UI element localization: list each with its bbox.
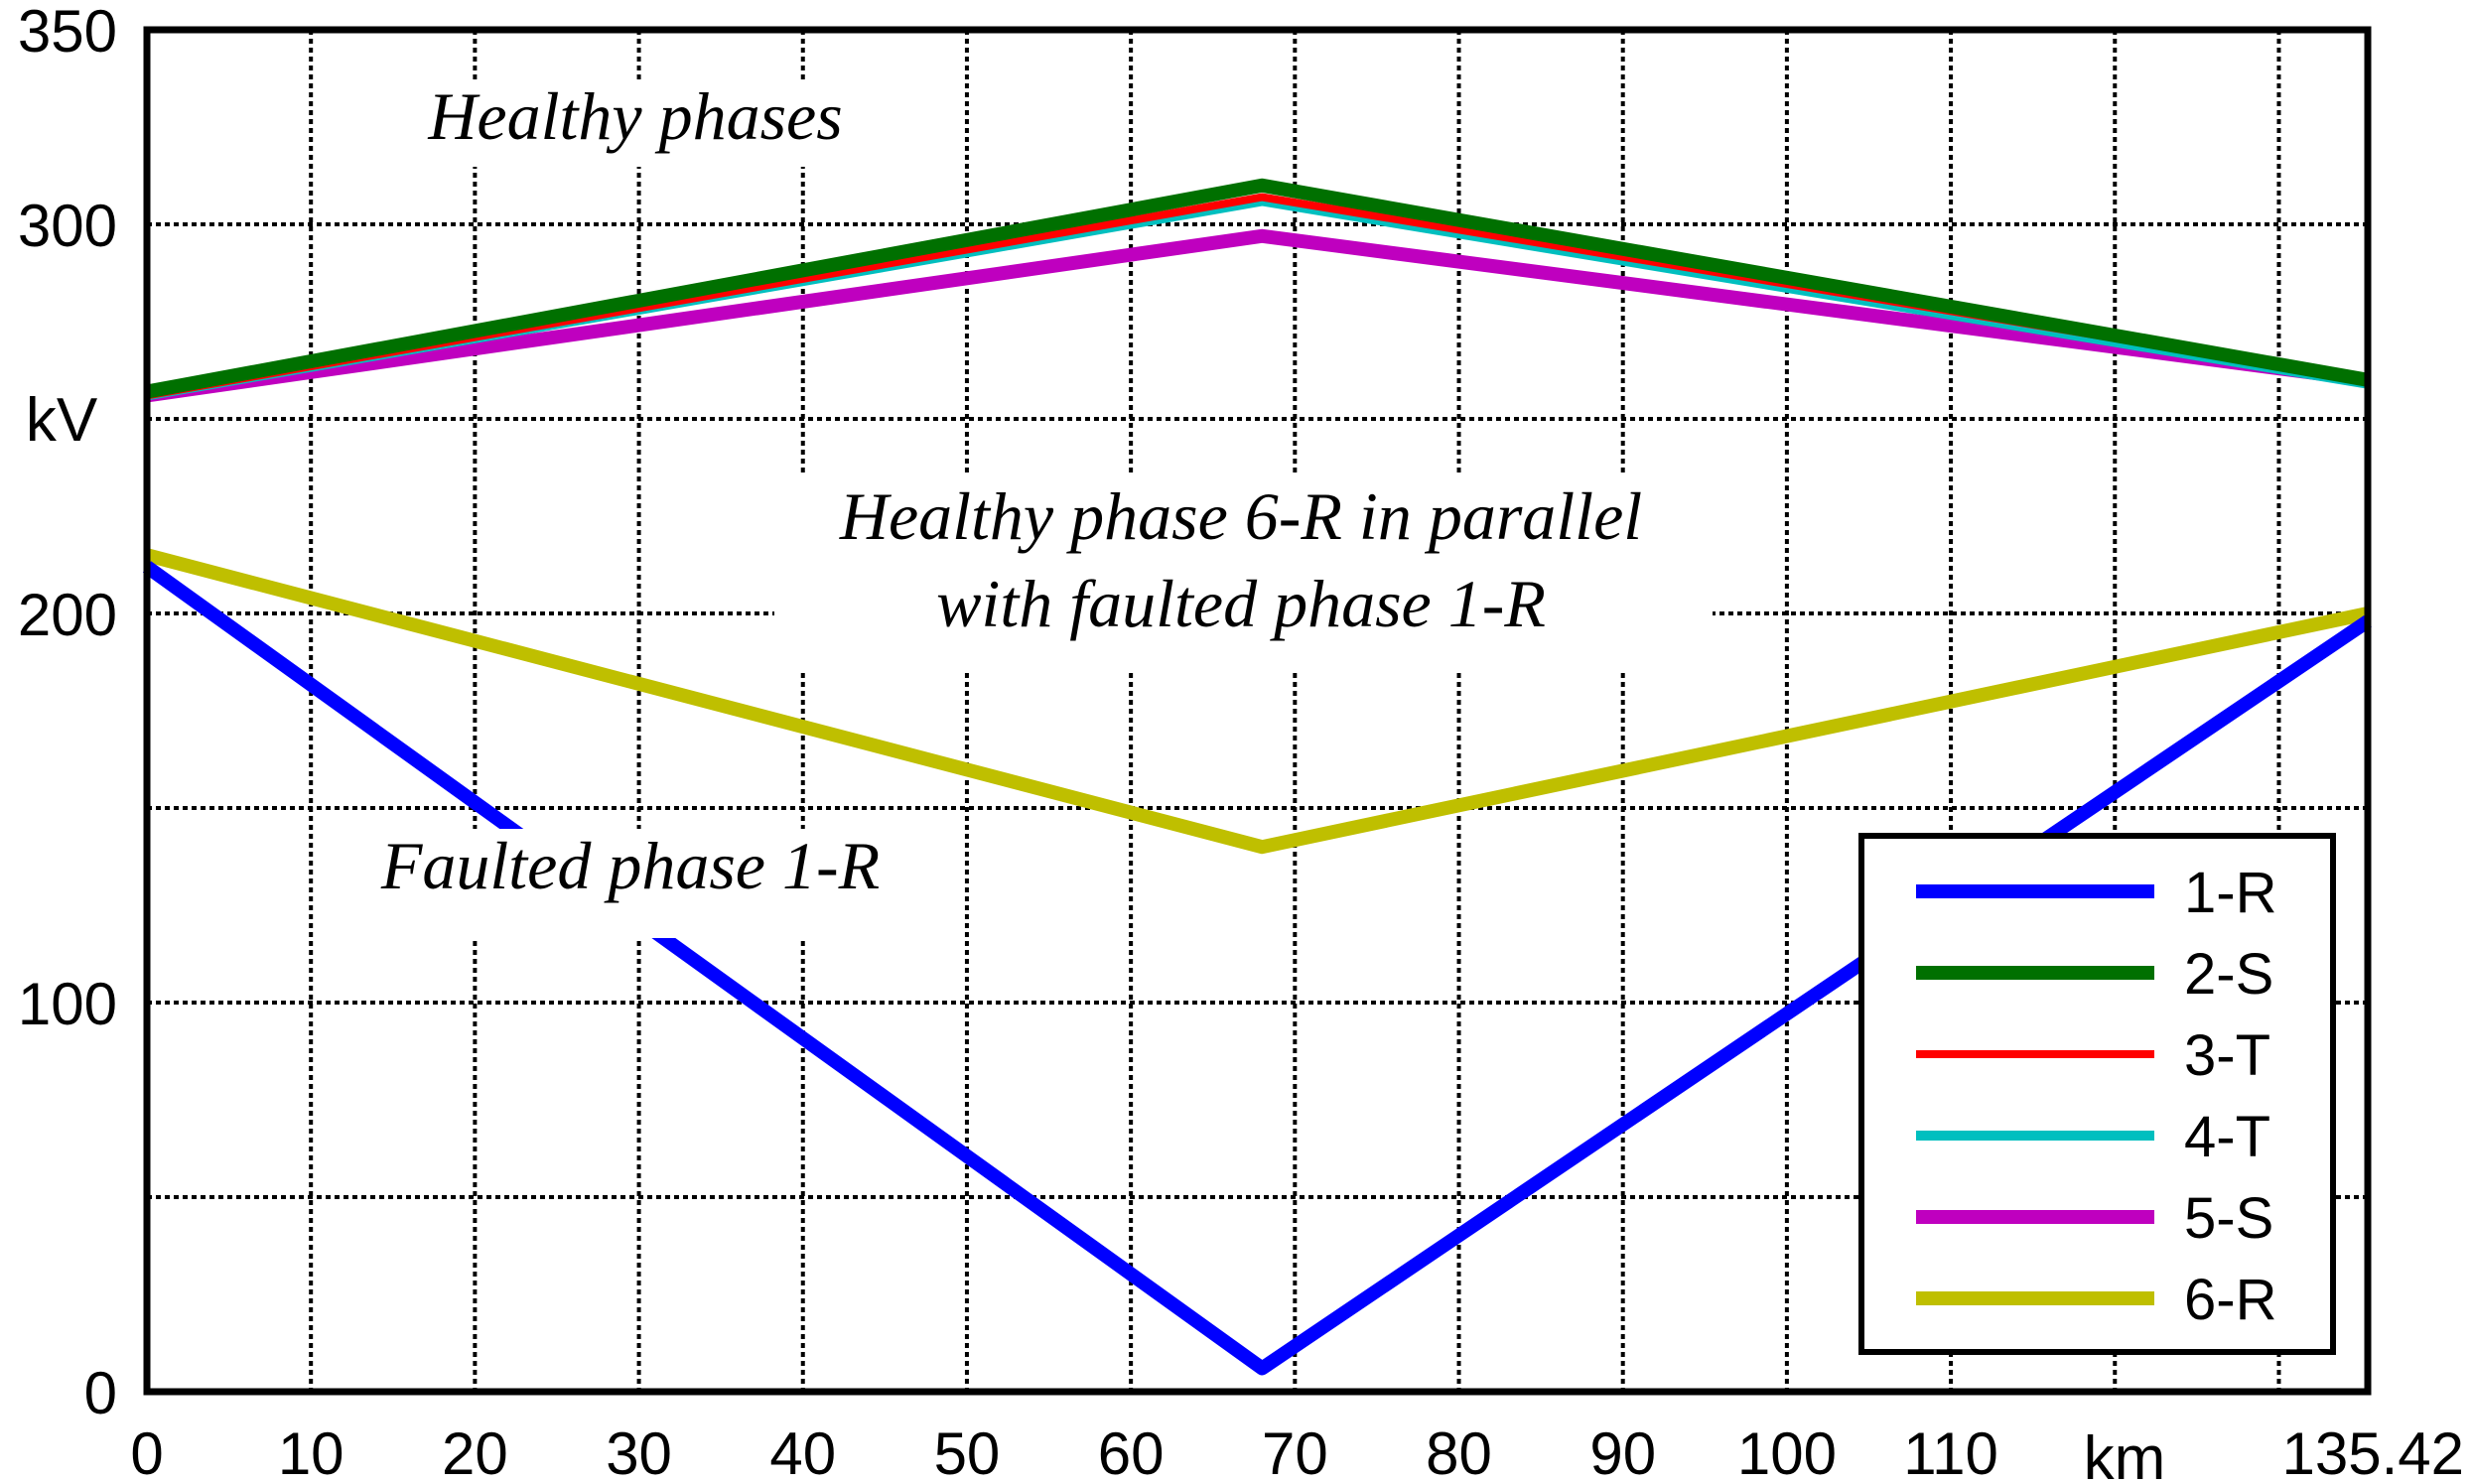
annotation-text: Faulted phase 1-R [380,828,880,903]
x-tick-label: 60 [1098,1420,1165,1484]
x-tick-label: 135.42 [2281,1420,2464,1484]
x-tick-label: 80 [1426,1420,1492,1484]
legend-label-4-T: 4-T [2184,1105,2270,1169]
legend-label-2-S: 2-S [2184,942,2273,1007]
legend-label-5-S: 5-S [2184,1186,2273,1251]
y-tick-label: 300 [18,193,117,259]
annotation-text: Healthy phases [427,78,842,154]
legend-label-3-T: 3-T [2184,1023,2270,1088]
annotation-background [328,829,923,938]
x-tick-label: 110 [1903,1420,1998,1484]
axes: 0 100 200 300 350 kV 0 10 20 30 40 50 60 70 80 90 100 110… [18,0,2464,1484]
x-tick-label: 40 [769,1420,836,1484]
series-line-3-T [146,193,2369,400]
x-tick-label: 20 [442,1420,508,1484]
series-line-5-S [146,228,2369,403]
annotation-text: with faulted phase 1-R [936,566,1546,641]
legend-label-6-R: 6-R [2184,1268,2276,1332]
x-tick-label: 100 [1737,1420,1837,1484]
y-tick-label: 350 [18,0,117,65]
annotation-text: Healthy phase 6-R in parallel [839,478,1642,554]
series-line-2-S [145,178,2370,399]
y-axis-label: kV [26,386,98,455]
y-tick-label: 200 [18,582,117,648]
x-tick-label: 30 [606,1420,672,1484]
legend: 1-R 2-S 3-T 4-T 5-S 6-R [1858,833,2336,1355]
x-tick-label: 70 [1262,1420,1328,1484]
x-tick-label: 90 [1589,1420,1656,1484]
series-line-6-R [145,548,2370,855]
legend-label-1-R: 1-R [2184,861,2276,925]
plot-frame [143,26,2372,1396]
annotation-background [774,474,1713,673]
x-tick-label: 10 [278,1420,344,1484]
annotation-background [392,79,874,167]
x-tick-label: 50 [934,1420,1001,1484]
x-axis-label: km [2084,1424,2166,1484]
y-tick-label: 100 [18,971,117,1037]
legend-box [1858,833,2336,1355]
x-tick-label: 0 [130,1420,163,1484]
y-tick-label: 0 [84,1360,117,1426]
annotations: Healthy phases Healthy phase 6-R in paral… [328,78,1713,938]
